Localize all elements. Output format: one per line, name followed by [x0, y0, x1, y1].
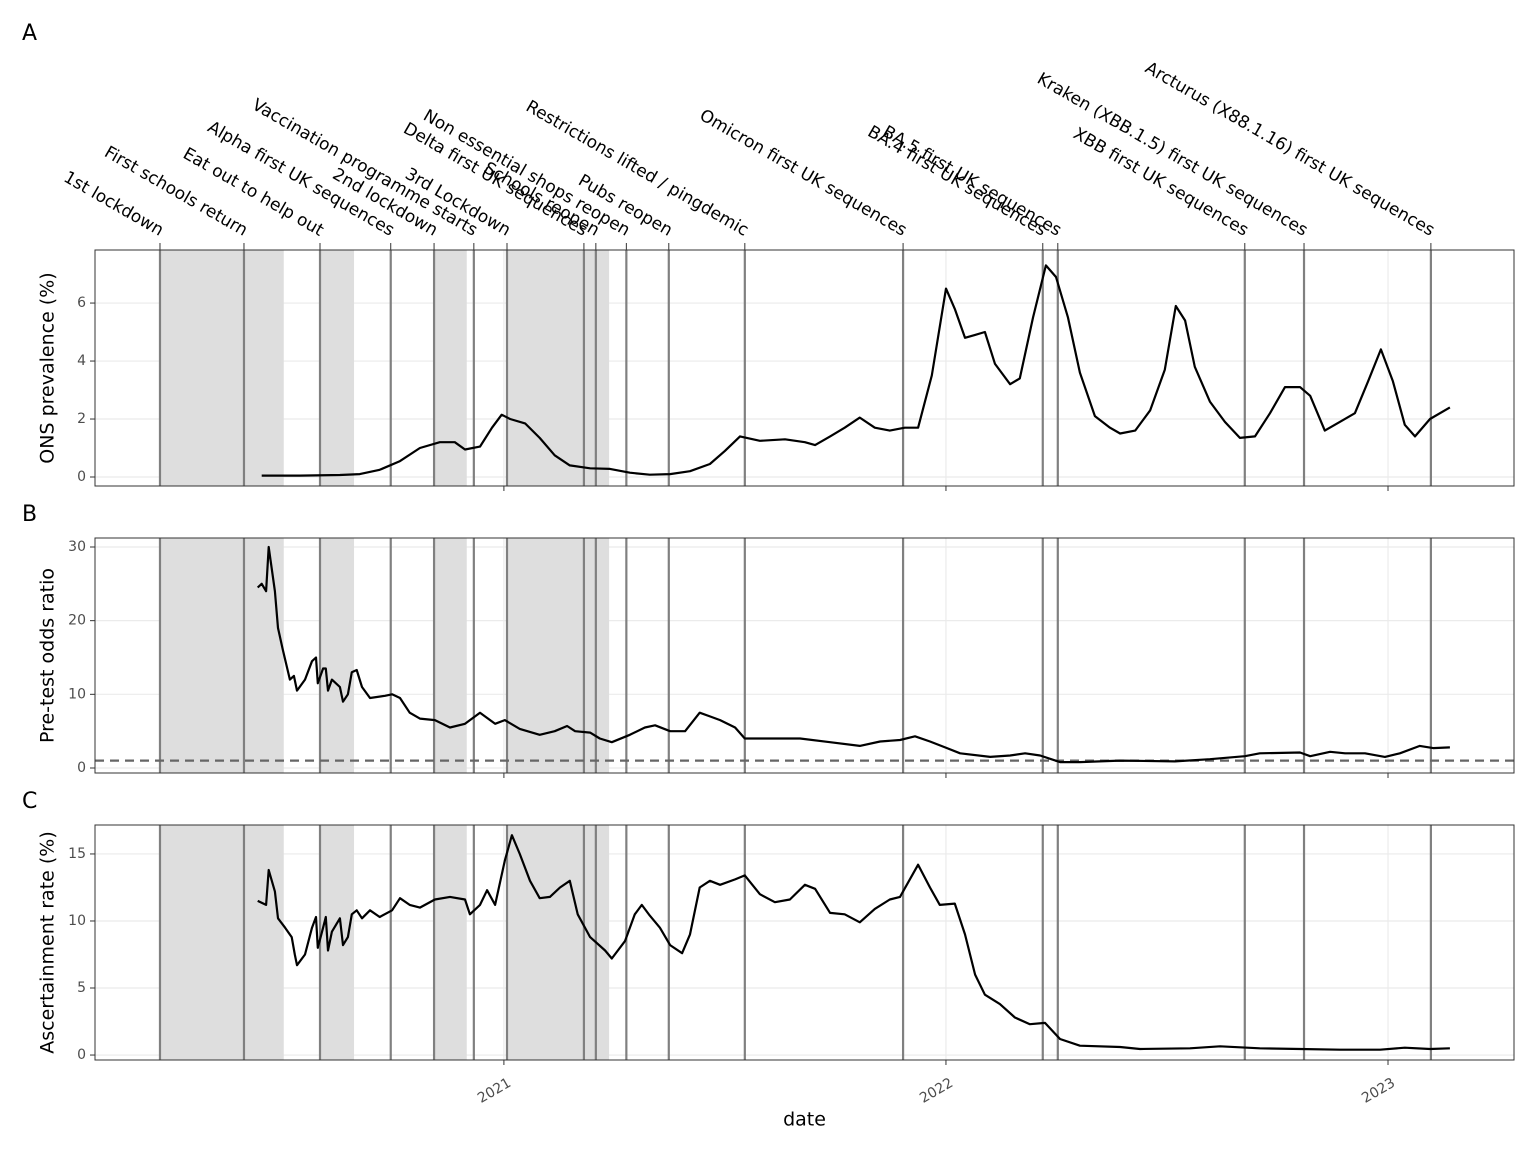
y-axis-title: Pre-test odds ratio — [37, 568, 59, 743]
y-tick-label: 6 — [77, 295, 86, 311]
panel-background — [95, 538, 1514, 773]
shaded-period — [434, 250, 467, 486]
y-tick-label: 20 — [68, 613, 86, 629]
y-tick-label: 0 — [77, 469, 86, 485]
data-line — [256, 545, 1450, 764]
panel-border — [94, 824, 1515, 1061]
shaded-period — [320, 250, 355, 486]
y-tick-label: 4 — [77, 353, 86, 369]
shaded-period — [320, 538, 355, 773]
shaded-period — [159, 250, 284, 486]
panel-border — [94, 537, 1515, 774]
y-axis-title: Ascertainment rate (%) — [37, 831, 59, 1054]
panel-background — [95, 250, 1514, 486]
shaded-period — [506, 538, 610, 773]
shaded-period — [434, 538, 467, 773]
data-line — [261, 264, 1451, 477]
y-tick-label: 0 — [77, 760, 86, 776]
panel-border — [94, 249, 1515, 487]
x-tick-label: 2022 — [917, 1075, 956, 1107]
panel-label: C — [22, 789, 37, 814]
panel-label: A — [22, 21, 37, 46]
y-tick-label: 2 — [77, 411, 86, 427]
panel-label: B — [22, 502, 37, 527]
x-tick-label: 2023 — [1359, 1075, 1398, 1107]
y-tick-label: 0 — [77, 1047, 86, 1063]
x-axis-title: date — [783, 1109, 826, 1131]
y-tick-label: 10 — [68, 913, 86, 929]
y-axis-title: ONS prevalence (%) — [37, 272, 59, 463]
y-tick-label: 10 — [68, 686, 86, 702]
event-label: Kraken (XBB.1.5) first UK sequences — [1034, 69, 1312, 241]
shaded-period — [506, 250, 610, 486]
event-label: First schools return — [101, 142, 251, 240]
y-tick-label: 5 — [77, 980, 86, 996]
y-tick-label: 15 — [68, 846, 86, 862]
shaded-period — [159, 538, 284, 773]
shaded-period — [320, 825, 355, 1060]
shaded-period — [159, 825, 284, 1060]
y-tick-label: 30 — [68, 539, 86, 555]
data-line — [257, 834, 1450, 1051]
x-tick-label: 2021 — [475, 1075, 514, 1107]
shaded-period — [434, 825, 467, 1060]
